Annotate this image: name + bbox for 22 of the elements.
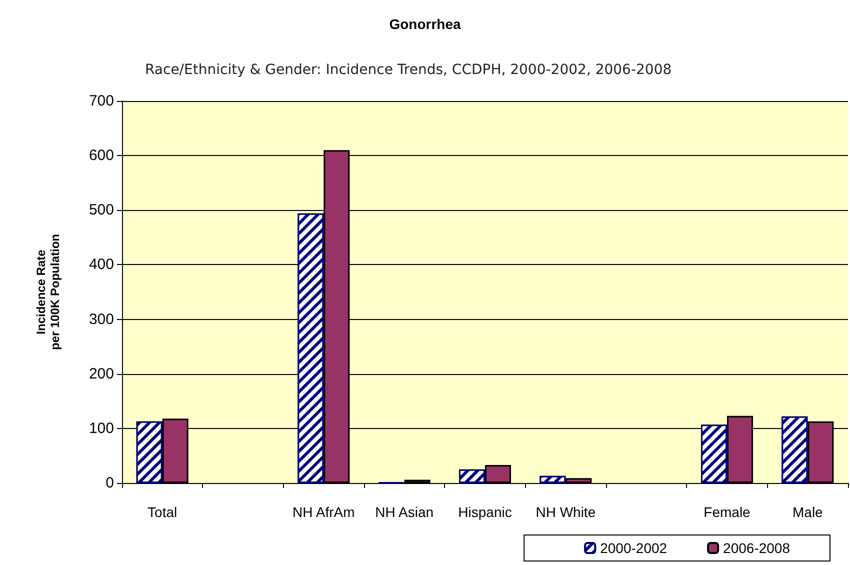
x-tick-label: Female (704, 504, 751, 520)
y-tick-label: 600 (88, 147, 114, 164)
x-tick-label: Total (148, 504, 178, 520)
y-tick-label: 700 (88, 92, 114, 110)
x-tick-label: Male (792, 504, 824, 520)
x-tick-label: NH AfrAm (292, 504, 355, 520)
y-tick-label: 200 (88, 365, 114, 382)
chart-title: Gonorrhea (389, 16, 461, 32)
y-tick-label: 400 (88, 256, 114, 274)
bar (566, 478, 592, 483)
y-tick-label: 300 (88, 310, 114, 328)
x-tick-label: NH White (536, 504, 596, 520)
legend-label: 2006-2008 (723, 540, 790, 556)
x-tick-label: Hispanic (458, 504, 512, 520)
y-axis-title: Incidence Rate per 100K Population (34, 234, 62, 350)
y-tick-label: 500 (88, 202, 114, 219)
bar (485, 464, 511, 483)
legend-label: 2000-2002 (600, 540, 668, 556)
y-tick-label: 0 (106, 474, 114, 492)
x-tick-label: NH Asian (375, 504, 434, 520)
y-tick-label: 100 (88, 420, 114, 437)
chart-subtitle: Race/Ethnicity & Gender: Incidence Trends, CCDPH, 2000-2002, 2006-2008 (145, 62, 672, 78)
